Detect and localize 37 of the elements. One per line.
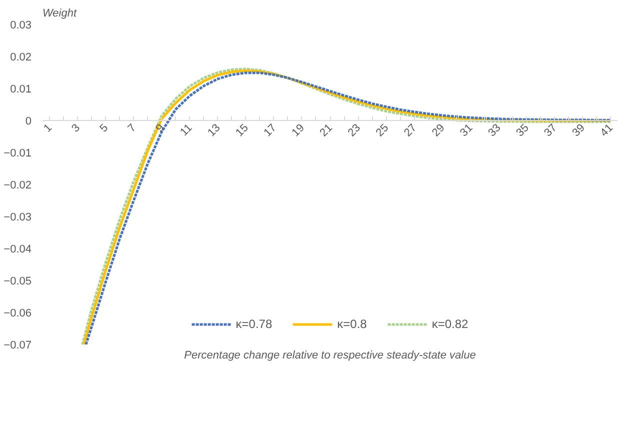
x-tick-label: 27 <box>402 122 420 140</box>
y-axis-title: Weight <box>42 8 78 20</box>
x-tick-label: 21 <box>318 122 335 140</box>
x-tick-label: 5 <box>98 122 111 135</box>
x-tick-label: 3 <box>70 122 83 135</box>
x-tick-label: 15 <box>234 122 251 140</box>
y-tick-label: −0.01 <box>4 148 32 160</box>
x-tick-label: 7 <box>126 122 139 135</box>
y-tick-label: −0.03 <box>4 212 32 224</box>
y-tick-label: −0.04 <box>4 244 32 256</box>
x-tick-label: 35 <box>514 122 532 140</box>
legend-label: κ=0.82 <box>432 317 468 331</box>
x-tick-label: 25 <box>374 122 392 140</box>
x-tick-label: 33 <box>486 122 504 140</box>
y-tick-label: 0.01 <box>10 84 32 96</box>
x-tick-label: 39 <box>570 122 588 140</box>
x-tick-label: 29 <box>430 122 448 140</box>
x-tick-label: 17 <box>262 122 279 140</box>
y-tick-label: −0.06 <box>4 308 32 320</box>
x-tick-label: 41 <box>598 122 616 140</box>
x-tick-label: 9 <box>154 122 167 135</box>
x-tick-label: 1 <box>42 122 54 135</box>
legend-label: κ=0.78 <box>236 317 272 331</box>
legend-label: κ=0.8 <box>337 317 367 331</box>
y-tick-label: 0.03 <box>10 20 32 32</box>
x-tick-label: 31 <box>458 122 476 140</box>
x-tick-label: 23 <box>346 122 364 140</box>
y-tick-label: −0.05 <box>4 276 32 288</box>
x-tick-label: 37 <box>542 122 560 140</box>
y-tick-label: −0.02 <box>4 180 32 192</box>
y-tick-label: 0.02 <box>10 52 32 64</box>
x-axis-title: Percentage change relative to respective steady-state value <box>184 350 476 362</box>
x-tick-label: 19 <box>290 122 307 140</box>
x-tick-label: 11 <box>178 122 195 139</box>
x-tick-label: 13 <box>206 122 223 140</box>
y-tick-label: 0 <box>25 116 32 128</box>
y-tick-label: −0.07 <box>4 340 32 352</box>
